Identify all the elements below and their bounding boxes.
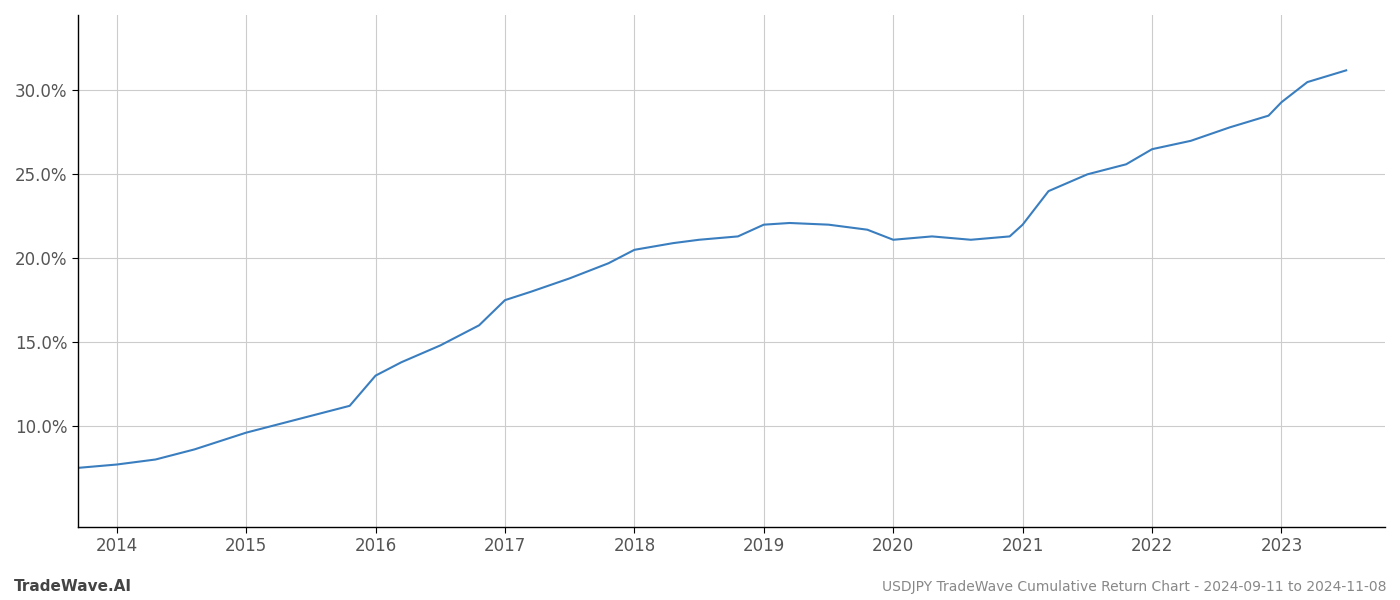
Text: TradeWave.AI: TradeWave.AI	[14, 579, 132, 594]
Text: USDJPY TradeWave Cumulative Return Chart - 2024-09-11 to 2024-11-08: USDJPY TradeWave Cumulative Return Chart…	[882, 580, 1386, 594]
